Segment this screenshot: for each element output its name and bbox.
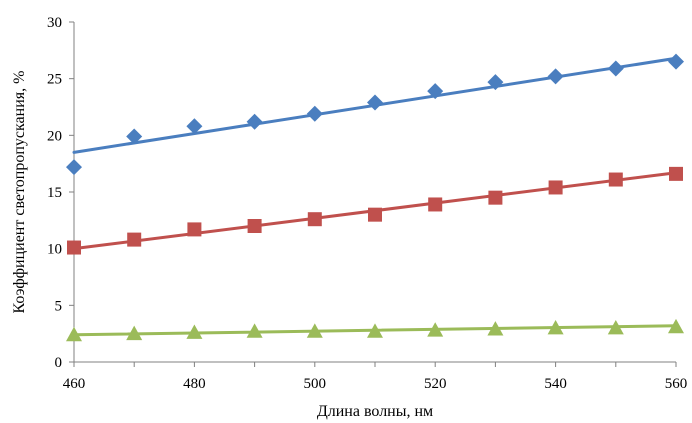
data-point-series-2 [669,166,683,181]
axes-group [69,21,677,367]
y-tick-label: 25 [47,72,62,88]
data-point-series-2 [368,207,382,222]
data-point-series-3 [126,325,143,341]
data-point-series-3 [367,323,383,338]
data-point-series-3 [246,323,263,338]
data-point-series-2 [67,240,81,255]
y-tick-label: 10 [47,242,62,258]
data-point-series-3 [487,321,504,336]
data-point-series-3 [668,318,684,334]
markers-group [66,53,684,342]
x-tick-label: 540 [544,376,567,392]
data-point-series-3 [427,322,444,337]
data-point-series-1 [186,118,203,135]
data-point-series-2 [307,212,322,227]
x-tick-label: 480 [183,376,206,392]
y-tick-label: 15 [47,185,62,201]
y-axis-title: Коэффициент светопропускания, % [11,71,28,314]
y-tick-label: 30 [47,15,62,31]
data-point-series-1 [607,60,624,77]
data-point-series-3 [547,320,564,335]
data-point-series-1 [427,83,444,100]
data-point-series-1 [367,94,383,111]
data-point-series-2 [548,180,563,195]
data-point-series-1 [66,159,82,176]
data-point-series-3 [607,320,624,335]
data-point-series-3 [186,324,203,339]
x-tick-label: 460 [63,376,86,392]
x-tick-label: 560 [665,376,688,392]
y-tick-label: 5 [55,298,63,314]
data-point-series-2 [608,172,623,187]
data-point-series-1 [126,128,143,145]
data-point-series-1 [547,68,564,85]
x-tick-label: 500 [304,376,327,392]
data-point-series-2 [127,232,142,247]
data-point-series-2 [488,190,503,205]
y-tick-label: 0 [55,355,63,371]
data-point-series-2 [247,219,262,233]
y-tick-label: 20 [47,128,62,144]
data-point-series-1 [668,53,684,70]
data-point-series-3 [306,323,323,338]
data-point-series-2 [428,197,443,212]
data-point-series-1 [306,105,323,122]
data-point-series-1 [487,74,504,91]
x-axis-title: Длина волны, нм [317,403,433,420]
data-point-series-1 [246,113,263,130]
data-point-series-2 [187,222,202,237]
data-point-series-3 [66,326,82,342]
x-tick-label: 520 [424,376,447,392]
tick-labels-group: 0 5 10 15 20 25 30 460 480 500 520 540 560 [47,15,687,392]
